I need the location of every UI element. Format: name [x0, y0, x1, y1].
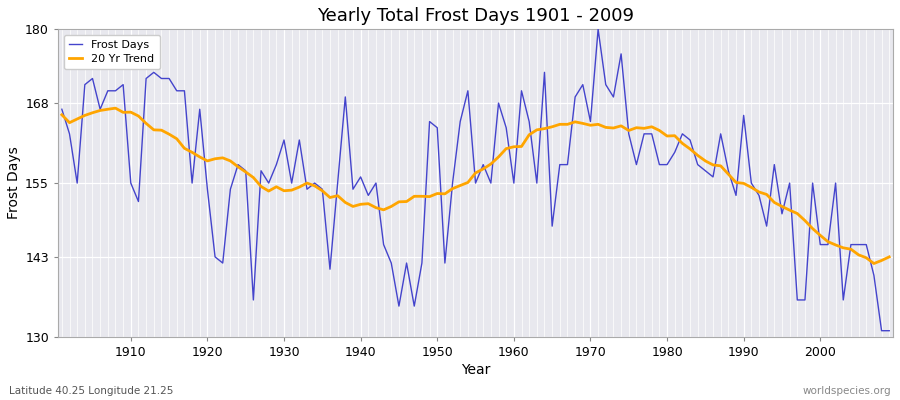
- Frost Days: [500, 125, 511, 130]
- 20 Yr Trend: [294, 185, 305, 190]
- 20 Yr Trend: [57, 112, 68, 117]
- Text: Latitude 40.25 Longitude 21.25: Latitude 40.25 Longitude 21.25: [9, 386, 174, 396]
- Legend: Frost Days, 20 Yr Trend: Frost Days, 20 Yr Trend: [64, 35, 160, 70]
- 20 Yr Trend: [340, 200, 351, 205]
- Frost Days: [608, 94, 619, 99]
- 20 Yr Trend: [516, 144, 526, 149]
- Frost Days: [286, 181, 297, 186]
- Frost Days: [877, 328, 887, 333]
- 20 Yr Trend: [608, 126, 619, 130]
- 20 Yr Trend: [125, 110, 136, 114]
- 20 Yr Trend: [884, 254, 895, 259]
- Frost Days: [884, 328, 895, 333]
- Line: Frost Days: Frost Days: [62, 29, 889, 331]
- Frost Days: [508, 181, 519, 186]
- Frost Days: [57, 107, 68, 112]
- 20 Yr Trend: [508, 144, 519, 149]
- X-axis label: Year: Year: [461, 363, 491, 377]
- Text: worldspecies.org: worldspecies.org: [803, 386, 891, 396]
- Frost Days: [593, 27, 604, 32]
- 20 Yr Trend: [868, 261, 879, 266]
- Line: 20 Yr Trend: 20 Yr Trend: [62, 108, 889, 264]
- Y-axis label: Frost Days: Frost Days: [7, 147, 21, 220]
- Frost Days: [118, 82, 129, 87]
- 20 Yr Trend: [110, 106, 121, 110]
- Frost Days: [332, 181, 343, 186]
- Title: Yearly Total Frost Days 1901 - 2009: Yearly Total Frost Days 1901 - 2009: [317, 7, 634, 25]
